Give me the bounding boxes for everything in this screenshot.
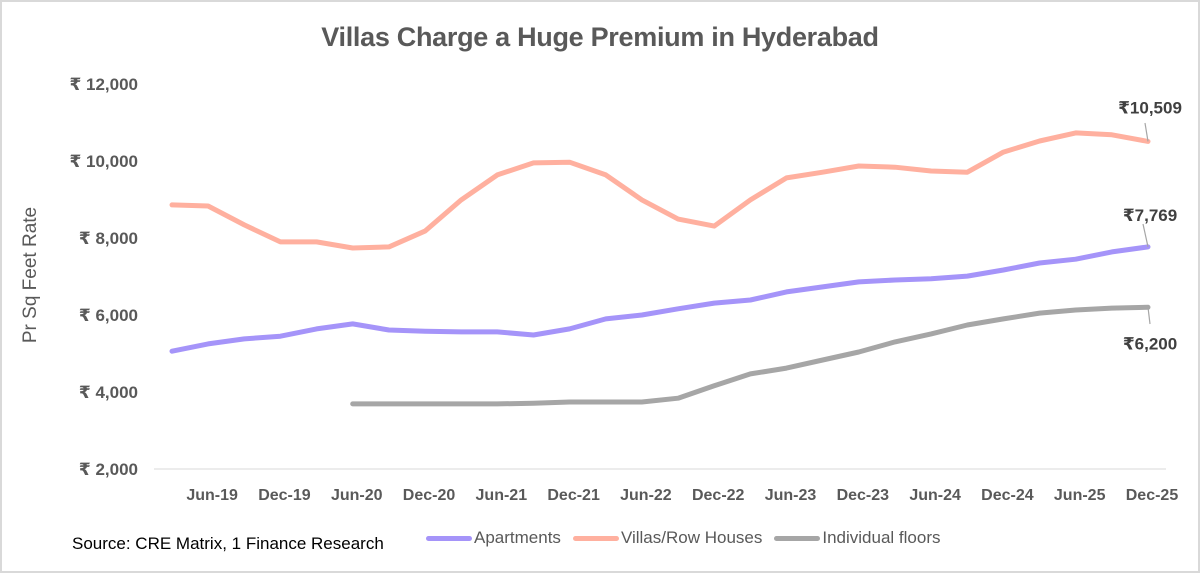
x-tick-label: Dec-20 — [403, 487, 456, 504]
legend-label-apartments: Apartments — [474, 528, 561, 547]
legend: Apartments Villas/Row Houses Individual … — [426, 528, 952, 548]
chart-title: Villas Charge a Huge Premium in Hyderaba… — [321, 22, 879, 52]
y-tick-label: ₹ 10,000 — [69, 152, 138, 171]
y-tick-label: ₹ 2,000 — [79, 460, 138, 479]
y-tick-label: ₹ 12,000 — [69, 75, 138, 94]
data-label-leader — [1144, 122, 1149, 142]
x-tick-label: Jun-22 — [620, 487, 672, 504]
x-tick-label: Dec-21 — [547, 487, 600, 504]
source-note: Source: CRE Matrix, 1 Finance Research — [72, 534, 384, 553]
villas-line — [169, 130, 1151, 251]
data-label: ₹10,509 — [1118, 98, 1182, 117]
y-tick-label: ₹ 6,000 — [79, 306, 138, 325]
y-tick-label: ₹ 8,000 — [79, 229, 138, 248]
x-tick-label: Jun-23 — [765, 487, 817, 504]
legend-item-apartments: Apartments — [426, 528, 561, 548]
x-tick-label: Jun-20 — [331, 487, 383, 504]
data-label-leader — [1147, 307, 1151, 325]
x-tick-label: Jun-24 — [909, 487, 961, 504]
x-tick-label: Jun-19 — [186, 487, 238, 504]
y-tick-label: ₹ 4,000 — [79, 383, 138, 402]
legend-swatch-apartments — [426, 535, 472, 541]
x-tick-label: Jun-21 — [476, 487, 528, 504]
data-label: ₹7,769 — [1123, 206, 1177, 225]
legend-label-villas: Villas/Row Houses — [620, 528, 763, 547]
x-tick-label: Dec-24 — [981, 487, 1034, 504]
x-tick-label: Dec-23 — [837, 487, 890, 504]
apartments-line — [169, 244, 1151, 354]
individual-floors-line — [350, 304, 1151, 407]
data-label-leader — [1142, 223, 1149, 248]
data-label: ₹6,200 — [1123, 334, 1177, 353]
x-tick-label: Dec-25 — [1126, 487, 1179, 504]
legend-swatch-individual-floors — [774, 535, 821, 541]
x-tick-label: Jun-25 — [1054, 487, 1106, 504]
legend-label-individual-floors: Individual floors — [822, 528, 941, 547]
legend-item-individual-floors: Individual floors — [774, 528, 940, 548]
x-tick-label: Dec-19 — [258, 487, 311, 504]
legend-swatch-villas — [572, 535, 619, 541]
x-tick-label: Dec-22 — [692, 487, 745, 504]
legend-item-villas: Villas/Row Houses — [572, 528, 763, 548]
